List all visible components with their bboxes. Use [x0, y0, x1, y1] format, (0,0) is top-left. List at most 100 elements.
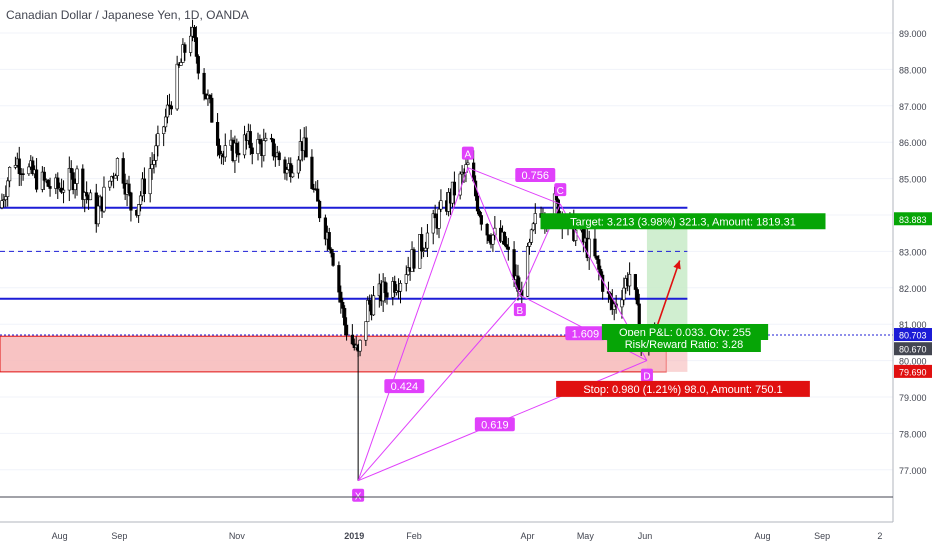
candle-body — [475, 195, 480, 212]
y-tick-label: 87.000 — [899, 102, 927, 112]
x-tick-label: Aug — [52, 531, 68, 541]
candle-body — [73, 183, 77, 191]
candle-body — [329, 248, 333, 254]
candle-body — [491, 234, 495, 245]
candle-body — [88, 192, 93, 201]
candle-body — [285, 169, 289, 174]
price-badge-bg — [894, 342, 932, 356]
x-tick-label: May — [577, 531, 595, 541]
pattern-point-label: D — [643, 372, 650, 383]
candle-body — [437, 208, 441, 229]
candle-body — [258, 139, 262, 144]
demand-zone — [0, 335, 667, 373]
pattern-line-ac — [467, 167, 561, 205]
pattern-point-x: X — [352, 488, 365, 503]
price-badge-bg — [894, 328, 932, 342]
price-badge-value: 80.703 — [899, 331, 927, 341]
candle-body — [17, 158, 21, 174]
candle-body — [192, 26, 197, 38]
candle-body — [167, 104, 172, 107]
candle-body — [452, 181, 457, 196]
candle-body — [183, 44, 187, 53]
candle-body — [277, 152, 281, 161]
candle-body — [34, 169, 39, 190]
candle-body — [4, 196, 8, 200]
candle-body — [223, 145, 227, 158]
candle-body — [628, 274, 632, 287]
candle-body — [31, 160, 35, 175]
candle-body — [316, 188, 320, 202]
candle-body — [431, 213, 435, 234]
y-tick-label: 89.000 — [899, 29, 927, 39]
y-tick-label: 83.000 — [899, 247, 927, 257]
candle-body — [121, 158, 125, 184]
candle-body — [479, 215, 483, 225]
candle-body — [485, 223, 489, 236]
ratio-label: 0.619 — [474, 417, 515, 432]
x-tick-label: Aug — [754, 531, 770, 541]
candle-body — [71, 172, 75, 191]
candle-body — [506, 246, 510, 250]
candle-body — [129, 192, 133, 211]
candle-body — [8, 167, 12, 182]
candle-body — [622, 287, 626, 301]
projection-arrow-head — [673, 260, 681, 270]
candle-body — [162, 126, 166, 134]
candle-body — [574, 229, 578, 241]
x-tick-label: Sep — [814, 531, 830, 541]
candle-body — [46, 179, 50, 187]
candle-body — [343, 308, 347, 326]
pattern-line-ab — [467, 167, 521, 296]
candle-body — [179, 62, 183, 66]
candle-body — [633, 274, 637, 290]
ratio-value: 0.756 — [522, 170, 550, 182]
candle-body — [423, 247, 428, 251]
candle-body — [181, 44, 185, 63]
pattern-point-badge — [640, 368, 653, 382]
candle-body — [597, 259, 601, 270]
target-label: Target: 3.213 (3.98%) 321.3, Amount: 181… — [540, 213, 826, 230]
price-badge-value: 79.690 — [899, 367, 927, 377]
price-badge-bg — [894, 212, 932, 226]
x-tick-label: 2 — [877, 531, 882, 541]
candle-body — [154, 145, 158, 161]
stop-label: Stop: 0.980 (1.21%) 98.0, Amount: 750.1 — [556, 380, 810, 397]
pattern-point-badge — [513, 303, 526, 317]
candle-body — [248, 131, 252, 149]
candle-body — [27, 166, 31, 175]
candle-body — [344, 324, 349, 336]
candle-body — [21, 173, 25, 176]
pattern-point-label: C — [557, 186, 564, 197]
pattern-point-a: A — [461, 146, 474, 161]
candle-body — [108, 180, 112, 188]
candle-body — [137, 204, 141, 216]
candle-body — [472, 162, 476, 182]
pattern-point-b: B — [513, 303, 526, 317]
candle-body — [466, 162, 470, 165]
candle-body — [175, 63, 179, 110]
candle-body — [404, 274, 408, 284]
candle-body — [383, 281, 387, 294]
candle-body — [165, 104, 170, 118]
candle-body — [323, 217, 327, 240]
pattern-point-badge — [554, 183, 567, 197]
target-label-text: Target: 3.213 (3.98%) 321.3, Amount: 181… — [570, 216, 796, 228]
candle-body — [420, 234, 424, 252]
pattern-point-badge — [352, 488, 365, 502]
candle-body — [393, 281, 397, 293]
x-tick-label: Apr — [521, 531, 535, 541]
candle-body — [163, 116, 168, 128]
candle-body — [421, 250, 426, 252]
rr-label-text: Risk/Reward Ratio: 3.28 — [625, 339, 744, 351]
candle-body — [502, 231, 507, 245]
candle-body — [531, 223, 535, 231]
candle-body — [75, 168, 79, 184]
stop-label-bg — [556, 380, 810, 397]
candle-body — [339, 291, 343, 303]
candle-body — [61, 189, 66, 193]
pattern-point-c: C — [554, 183, 567, 197]
candle-body — [587, 238, 591, 258]
ratio-label: 0.424 — [384, 379, 425, 394]
